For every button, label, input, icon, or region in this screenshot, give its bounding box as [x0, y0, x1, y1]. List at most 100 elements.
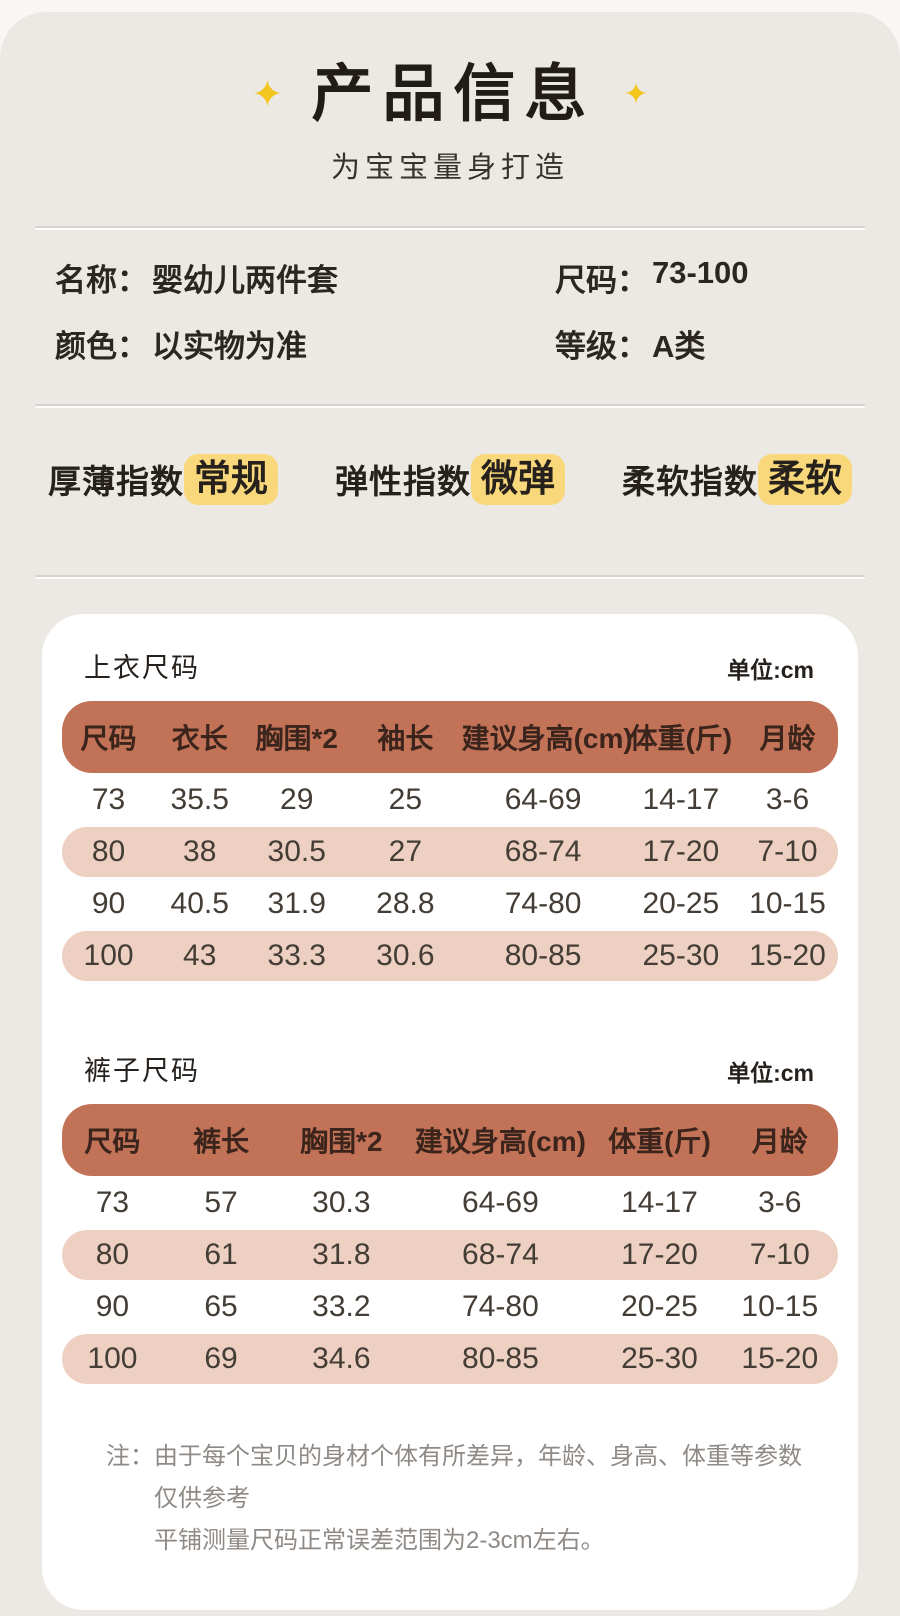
- table-cell: 80: [95, 1237, 130, 1271]
- column-header: 建议身高(cm): [461, 722, 633, 754]
- product-info-panel: ✦ 产品信息 ✦ 为宝宝量身打造 名称： 婴幼儿两件套 尺码： 73-100 颜…: [0, 12, 900, 1616]
- thickness-index-value: 常规: [184, 454, 278, 505]
- table-cell: 74-80: [504, 886, 582, 920]
- table-row: 90 40.5 31.9 28.8 74-80 20-25 10-15: [62, 879, 838, 929]
- table-cell: 74-80: [462, 1289, 539, 1323]
- table-cell: 100: [83, 938, 134, 972]
- table-header-row: 尺码 衣长 胸围*2 袖长 建议身高(cm) 体重(斤) 月龄: [62, 700, 838, 773]
- column-header: 尺码: [80, 722, 137, 754]
- table-cell: 68-74: [462, 1237, 539, 1271]
- table-cell: 25: [388, 782, 423, 816]
- table-row: 73 57 30.3 64-69 14-17 3-6: [62, 1178, 838, 1228]
- elasticity-index: 弹性指数 微弹: [335, 454, 565, 505]
- table-cell: 90: [91, 886, 126, 920]
- thickness-index-label: 厚薄指数: [48, 463, 184, 501]
- softness-index: 柔软指数 柔软: [622, 454, 852, 505]
- table-cell: 7-10: [749, 1237, 810, 1271]
- column-header: 裤长: [193, 1125, 250, 1157]
- table-cell: 20-25: [621, 1289, 698, 1323]
- sparkle-icon: ✦: [623, 78, 649, 111]
- table-cell: 57: [204, 1185, 238, 1219]
- table-cell: 43: [183, 938, 217, 972]
- color-value: 以实物为准: [152, 328, 307, 364]
- unit-label: 单位:cm: [727, 1059, 814, 1086]
- info-name: 名称： 婴幼儿两件套: [55, 255, 555, 300]
- grade-label: 等级：: [555, 328, 648, 364]
- title-row: ✦ 产品信息 ✦: [0, 62, 900, 128]
- table-cell: 30.6: [376, 938, 435, 972]
- info-color: 颜色： 以实物为准: [55, 321, 555, 366]
- table-cell: 73: [91, 782, 126, 816]
- table-cell: 14-17: [621, 1185, 698, 1219]
- name-value: 婴幼儿两件套: [152, 262, 338, 298]
- table-cell: 90: [95, 1289, 130, 1323]
- pants-size-section-head: 裤子尺码 单位:cm: [62, 1049, 838, 1088]
- table-cell: 64-69: [504, 782, 582, 816]
- table-cell: 3-6: [758, 1185, 802, 1219]
- table-cell: 20-25: [642, 886, 720, 920]
- table-cell: 64-69: [462, 1185, 539, 1219]
- elasticity-index-value: 微弹: [471, 454, 565, 505]
- table-cell: 61: [204, 1237, 238, 1271]
- column-header: 体重(斤): [608, 1125, 711, 1157]
- note-prefix: 注：: [106, 1442, 154, 1470]
- note-text: 由于每个宝贝的身材个体有所差异，年龄、身高、体重等参数仅供参考 平铺测量尺码正常…: [154, 1436, 822, 1562]
- table-row: 100 43 33.3 30.6 80-85 25-30 15-20: [62, 930, 838, 981]
- grade-value: A类: [652, 328, 706, 364]
- table-cell: 80-85: [504, 938, 582, 972]
- table-cell: 7-10: [757, 834, 818, 868]
- table-cell: 15-20: [749, 938, 826, 972]
- column-header: 尺码: [84, 1125, 141, 1157]
- pants-size-table: 尺码 裤长 胸围*2 建议身高(cm) 体重(斤) 月龄 73 57 30.3 …: [62, 1103, 838, 1384]
- table-cell: 68-74: [504, 834, 582, 868]
- table-row: 90 65 33.2 74-80 20-25 10-15: [62, 1282, 838, 1332]
- page-subtitle: 为宝宝量身打造: [330, 152, 569, 184]
- table-cell: 33.3: [267, 938, 326, 972]
- top-size-table: 尺码 衣长 胸围*2 袖长 建议身高(cm) 体重(斤) 月龄 73 35.5 …: [62, 700, 838, 981]
- info-row-color-grade: 颜色： 以实物为准 等级： A类: [55, 322, 845, 364]
- size-label: 尺码：: [555, 262, 648, 298]
- info-size: 尺码： 73-100: [555, 255, 845, 300]
- elasticity-index-label: 弹性指数: [335, 463, 471, 501]
- page-title: 产品信息: [311, 60, 596, 129]
- note-line-2: 平铺测量尺码正常误差范围为2-3cm左右。: [154, 1526, 605, 1554]
- table-cell: 25-30: [642, 938, 720, 972]
- sparkle-icon: ✦: [251, 74, 284, 116]
- table-cell: 65: [204, 1289, 238, 1323]
- table-cell: 14-17: [642, 782, 720, 816]
- column-header: 胸围*2: [255, 722, 338, 754]
- table-cell: 100: [87, 1341, 138, 1375]
- table-cell: 33.2: [312, 1289, 371, 1323]
- table-cell: 30.3: [312, 1185, 371, 1219]
- divider: [35, 404, 865, 406]
- table-cell: 28.8: [376, 886, 435, 920]
- table-cell: 73: [95, 1185, 130, 1219]
- table-cell: 69: [204, 1341, 238, 1375]
- divider: [35, 226, 865, 228]
- top-size-section-head: 上衣尺码 单位:cm: [62, 646, 838, 685]
- table-cell: 17-20: [642, 834, 720, 868]
- size-value: 73-100: [652, 254, 749, 290]
- table-cell: 80: [91, 834, 126, 868]
- fabric-indices: 厚薄指数 常规 弹性指数 微弹 柔软指数 柔软: [0, 454, 900, 505]
- table-header-row: 尺码 裤长 胸围*2 建议身高(cm) 体重(斤) 月龄: [62, 1103, 838, 1176]
- column-header: 建议身高(cm): [414, 1125, 586, 1157]
- table-cell: 80-85: [462, 1341, 539, 1375]
- info-grade: 等级： A类: [555, 321, 845, 366]
- table-cell: 15-20: [741, 1341, 819, 1375]
- softness-index-value: 柔软: [758, 454, 852, 505]
- column-header: 衣长: [171, 722, 228, 754]
- product-info-section: 名称： 婴幼儿两件套 尺码： 73-100 颜色： 以实物为准 等级： A类: [0, 255, 900, 364]
- size-note: 注： 由于每个宝贝的身材个体有所差异，年龄、身高、体重等参数仅供参考 平铺测量尺…: [62, 1436, 838, 1562]
- note-line-1: 由于每个宝贝的身材个体有所差异，年龄、身高、体重等参数仅供参考: [154, 1442, 802, 1512]
- name-label: 名称：: [55, 262, 148, 298]
- table-row: 80 61 31.8 68-74 17-20 7-10: [62, 1229, 838, 1280]
- column-header: 体重(斤): [629, 722, 733, 754]
- unit-label: 单位:cm: [727, 656, 814, 683]
- table-cell: 31.8: [312, 1237, 371, 1271]
- thickness-index: 厚薄指数 常规: [48, 454, 278, 505]
- column-header: 月龄: [759, 722, 816, 754]
- info-row-name-size: 名称： 婴幼儿两件套 尺码： 73-100: [55, 255, 845, 300]
- column-header: 月龄: [751, 1125, 808, 1157]
- table-row: 100 69 34.6 80-85 25-30 15-20: [62, 1333, 838, 1384]
